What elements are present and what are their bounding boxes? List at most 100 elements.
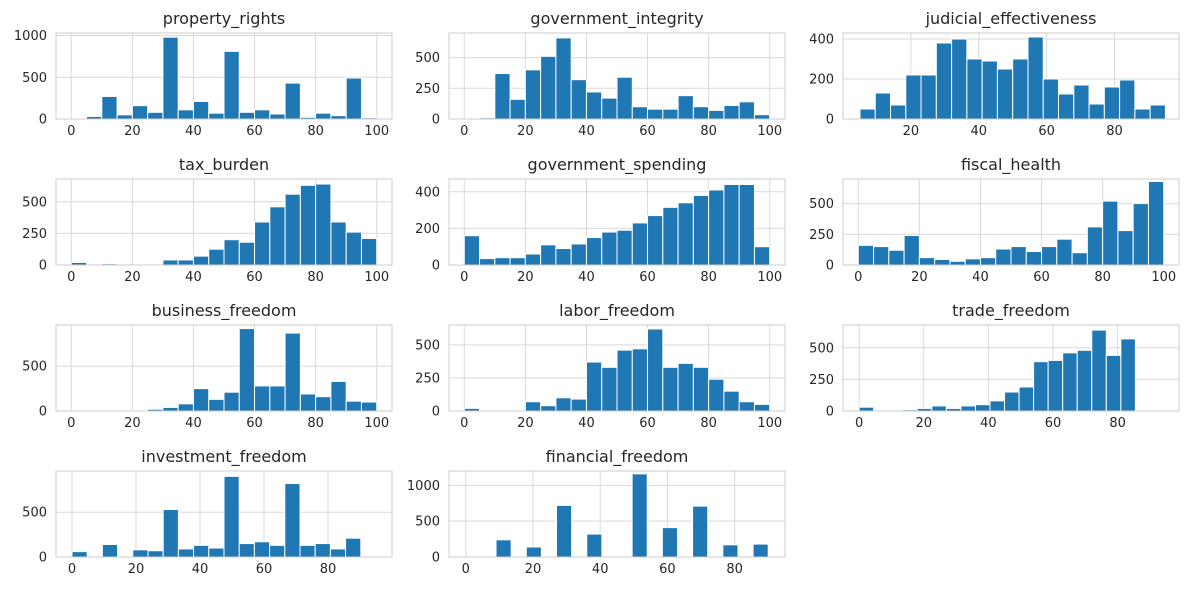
histogram-bar: [723, 390, 740, 412]
x-tick-label: 80: [700, 416, 717, 431]
histogram-bar: [238, 111, 256, 120]
histogram-bar: [1041, 246, 1058, 266]
x-tick-label: 20: [517, 270, 534, 285]
subplot-title: labor_freedom: [559, 301, 675, 321]
histogram-bar: [661, 527, 678, 558]
histogram-bar: [208, 248, 225, 266]
subplot-government_integrity: 0 20 40 60 80 100 0 250 500 government_integrity: [415, 9, 786, 139]
x-tick-label: 60: [639, 416, 656, 431]
x-tick-label: 60: [246, 270, 263, 285]
histogram-bar: [177, 259, 194, 266]
x-tick-label: 0: [67, 270, 75, 285]
x-tick-label: 20: [124, 416, 141, 431]
histogram-bar: [1103, 86, 1121, 120]
subplot-title: investment_freedom: [141, 447, 306, 467]
histogram-bar: [162, 509, 179, 558]
histogram-bar: [857, 244, 875, 266]
axes-frame: [448, 32, 786, 120]
y-tick-label: 250: [22, 227, 47, 242]
histogram-bar: [631, 348, 649, 412]
histogram-bar: [1058, 93, 1075, 120]
histogram-bar: [586, 533, 603, 558]
x-tick-label: 40: [578, 270, 595, 285]
x-tick-label: 40: [185, 124, 202, 139]
histogram-bar: [314, 543, 331, 558]
histogram-bar: [555, 37, 572, 120]
histogram-bar: [1073, 84, 1090, 120]
histogram-bar: [1091, 329, 1107, 412]
x-tick-label: 80: [726, 562, 743, 577]
histogram-bar: [524, 253, 542, 266]
x-tick-label: 80: [700, 270, 717, 285]
x-tick-label: 60: [256, 562, 273, 577]
y-tick-label: 250: [809, 228, 834, 243]
y-tick-label: 0: [826, 405, 834, 420]
histogram-bar: [162, 406, 179, 412]
histogram-bar: [738, 101, 755, 120]
histogram-bar: [315, 112, 332, 120]
histogram-bar: [722, 544, 739, 558]
histogram-bar: [570, 398, 587, 412]
histogram-bar: [509, 98, 526, 120]
x-tick-label: 20: [915, 416, 932, 431]
x-tick-label: 60: [1033, 270, 1050, 285]
histogram-bar: [269, 544, 286, 558]
axes-frame: [55, 32, 393, 120]
histogram-bar: [299, 544, 316, 558]
histogram-bar: [269, 206, 286, 266]
histogram-bar: [570, 79, 587, 120]
histogram-bar: [981, 60, 998, 120]
x-tick-label: 60: [659, 562, 676, 577]
histogram-bar: [951, 38, 968, 120]
histogram-bar: [859, 108, 876, 120]
histogram-bar: [989, 400, 1006, 412]
histogram-bar: [524, 401, 542, 412]
x-tick-label: 0: [68, 562, 76, 577]
histogram-bar: [949, 260, 966, 266]
histogram-bar: [101, 543, 119, 558]
histogram-bar: [269, 113, 286, 120]
x-tick-label: 20: [124, 270, 141, 285]
x-tick-label: 20: [911, 270, 928, 285]
x-tick-label: 100: [757, 270, 782, 285]
x-tick-label: 20: [525, 562, 542, 577]
histogram-bar: [253, 541, 271, 558]
histogram-bar: [858, 406, 875, 412]
histogram-bar: [920, 74, 937, 120]
histogram-bar: [979, 257, 997, 266]
histogram-bar: [995, 248, 1012, 266]
histogram-bar: [1105, 354, 1122, 412]
histogram-bar: [71, 551, 88, 558]
x-tick-label: 40: [185, 270, 202, 285]
histogram-bar: [601, 231, 618, 266]
histogram-bar: [147, 111, 164, 120]
histogram-bar: [570, 243, 587, 266]
histogram-bar: [284, 483, 301, 558]
histogram-bar: [330, 380, 347, 412]
histogram-bar: [284, 193, 301, 266]
histogram-bar: [708, 378, 725, 412]
subplot-title: tax_burden: [179, 155, 269, 175]
y-tick-label: 200: [415, 222, 440, 237]
histogram-bar: [162, 36, 179, 120]
x-tick-label: 80: [700, 124, 717, 139]
histogram-bar: [1033, 361, 1049, 412]
histogram-bar: [1117, 230, 1134, 266]
y-tick-label: 0: [39, 113, 47, 128]
axes-frame: [55, 324, 393, 412]
y-tick-label: 500: [809, 197, 834, 212]
histogram-bar: [888, 249, 905, 266]
x-tick-label: 0: [855, 416, 863, 431]
histogram-bar: [208, 547, 225, 558]
histogram-bar: [284, 332, 301, 412]
histogram-bar: [223, 475, 240, 558]
x-tick-label: 80: [1094, 270, 1111, 285]
y-tick-label: 400: [809, 33, 834, 48]
x-tick-label: 40: [592, 562, 609, 577]
histogram-bar: [269, 385, 286, 412]
histogram-bar: [330, 115, 347, 120]
histogram-bar: [1071, 252, 1088, 266]
histogram-bar: [192, 388, 210, 412]
histogram-bar: [1102, 200, 1119, 266]
